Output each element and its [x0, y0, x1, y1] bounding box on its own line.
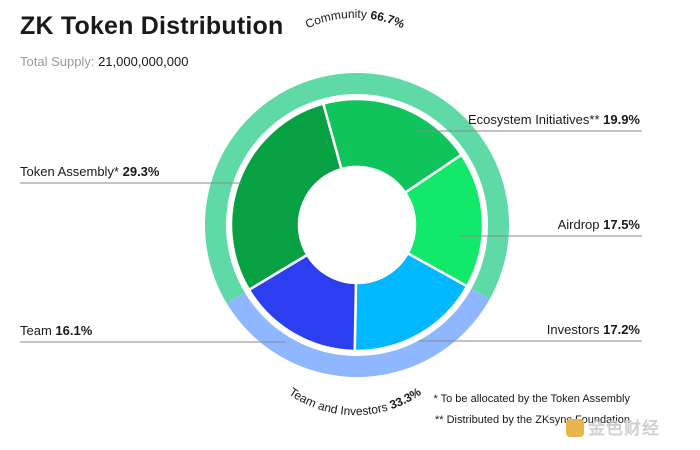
slice-team — [247, 253, 358, 353]
label-team-name: Team — [20, 323, 55, 338]
total-supply-value: 21,000,000,000 — [98, 54, 189, 69]
ring-team-and-investors — [226, 288, 490, 377]
label-investors: Investors 17.2% — [547, 322, 641, 337]
label-airdrop: Airdrop 17.5% — [558, 217, 641, 232]
footnote-token-assembly: * To be allocated by the Token Assembly — [433, 393, 631, 405]
label-ecosystem-initiatives-value: 19.9% — [603, 112, 640, 127]
watermark: 金色财经 — [566, 414, 660, 439]
slice-ecosystem-initiatives — [321, 97, 464, 195]
chart-title: ZK Token Distribution — [20, 12, 284, 40]
label-token-assembly: Token Assembly* 29.3% — [20, 164, 160, 179]
label-ecosystem-initiatives-name: Ecosystem Initiatives** — [468, 112, 603, 127]
label-airdrop-value: 17.5% — [603, 217, 640, 232]
total-supply: Total Supply: 21,000,000,000 — [20, 54, 188, 69]
label-team: Team 16.1% — [20, 323, 93, 338]
watermark-text: 金色财经 — [588, 419, 660, 438]
total-supply-label: Total Supply: — [20, 54, 95, 69]
ring-community — [205, 73, 510, 304]
label-ecosystem-initiatives: Ecosystem Initiatives** 19.9% — [468, 112, 640, 127]
group-label-team-and-investors: Team and Investors 33.3% — [287, 384, 424, 418]
label-investors-value: 17.2% — [603, 322, 640, 337]
label-token-assembly-value: 29.3% — [123, 164, 160, 179]
logo-icon — [566, 419, 584, 437]
label-token-assembly-name: Token Assembly* — [20, 164, 123, 179]
slice-investors — [353, 251, 469, 353]
slice-token-assembly — [229, 102, 344, 292]
label-team-value: 16.1% — [55, 323, 92, 338]
label-airdrop-name: Airdrop — [558, 217, 604, 232]
group-label-community: Community 66.7% — [303, 7, 407, 32]
label-investors-name: Investors — [547, 322, 603, 337]
